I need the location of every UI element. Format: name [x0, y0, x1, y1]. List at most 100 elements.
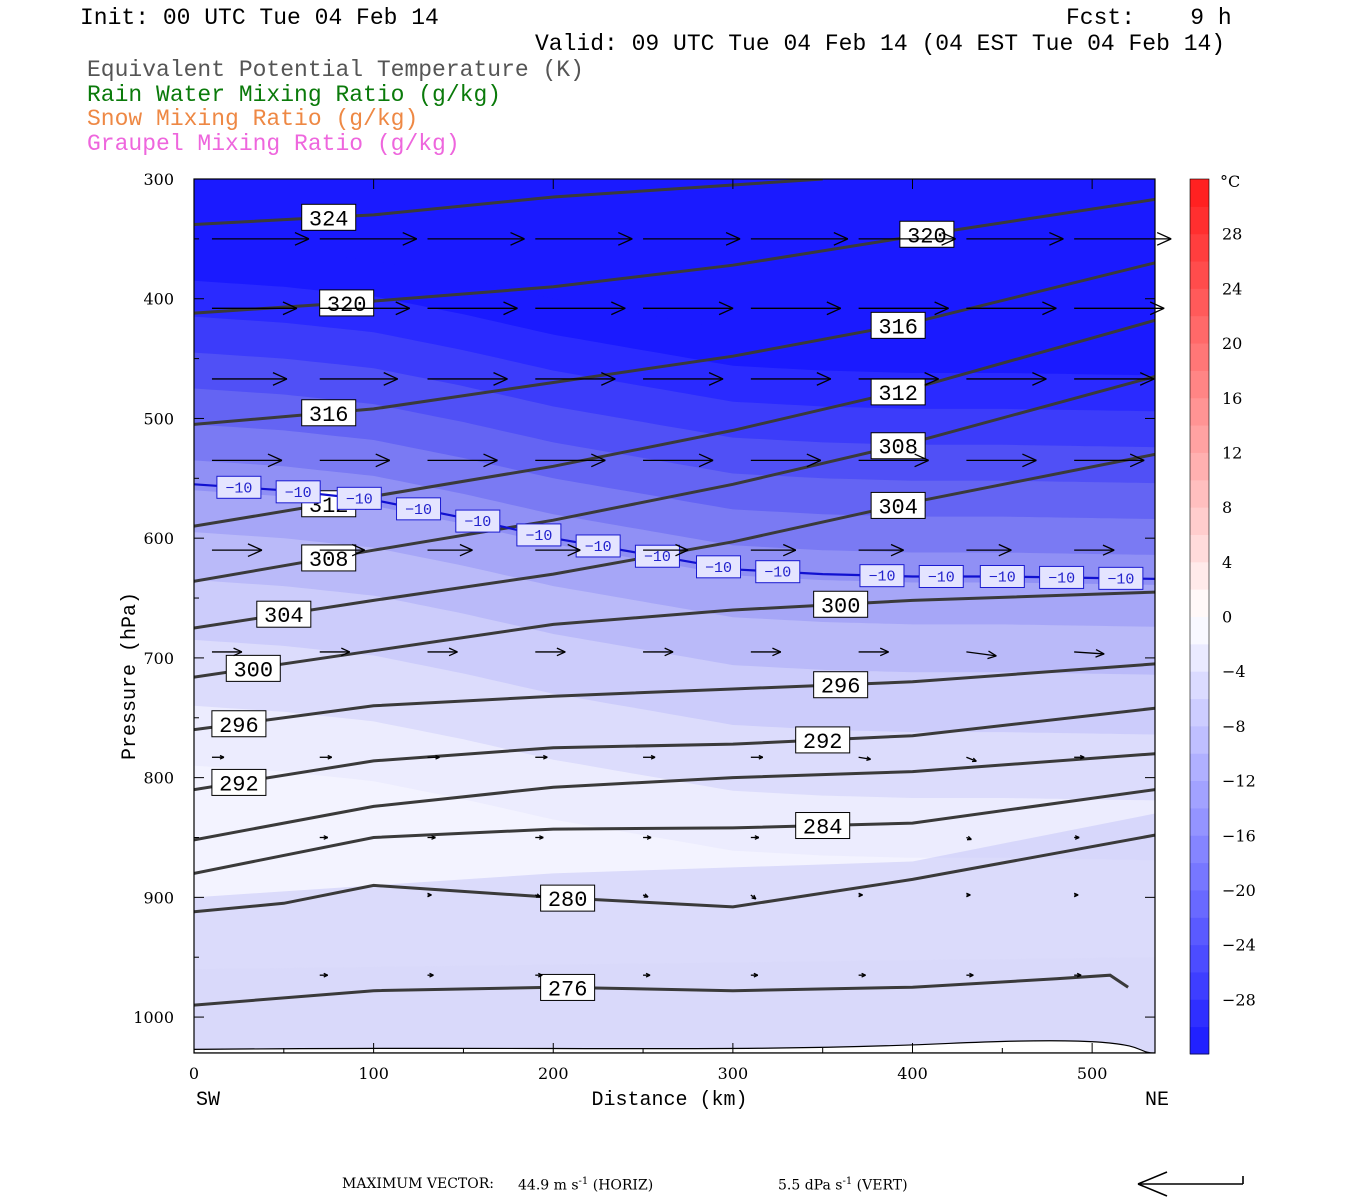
colorbar-band: [1190, 644, 1209, 672]
x-tick-label: 100: [358, 1064, 389, 1083]
isotherm-label: −10: [217, 476, 261, 498]
isotherm-label: −10: [697, 556, 741, 578]
isotherm-label-text: −10: [225, 480, 252, 497]
colorbar-band: [1190, 972, 1209, 1000]
colorbar-tick-label: 24: [1222, 279, 1242, 298]
colorbar-band: [1190, 589, 1209, 617]
theta-e-label-296: 296: [212, 711, 266, 739]
colorbar-band: [1190, 835, 1209, 863]
y-axis-title: Pressure (hPa): [119, 592, 142, 760]
reference-vector-head-bottom: [1138, 1184, 1167, 1196]
theta-e-label-308: 308: [871, 433, 925, 461]
x-tick-label: 400: [897, 1064, 928, 1083]
colorbar-band: [1190, 261, 1209, 289]
right-end-label: NE: [1145, 1089, 1169, 1112]
theta-e-label-text: 300: [233, 658, 273, 683]
colorbar-band: [1190, 726, 1209, 754]
horiz-unit: (HORIZ): [588, 1178, 653, 1194]
colorbar-band: [1190, 863, 1209, 891]
theta-e-label-300: 300: [226, 655, 280, 683]
y-tick-label: 400: [143, 290, 174, 309]
colorbar-tick-label: −24: [1222, 936, 1256, 955]
wind-vector-head: [1157, 233, 1171, 239]
colorbar-band: [1190, 480, 1209, 508]
colorbar-tick-label: 12: [1222, 443, 1242, 462]
theta-e-label-text: 292: [803, 730, 843, 755]
colorbar-tick-label: 28: [1222, 225, 1242, 244]
reference-vector-head-top: [1138, 1172, 1167, 1184]
theta-e-label-300: 300: [814, 591, 868, 619]
colorbar-band: [1190, 370, 1209, 398]
theta-e-label-304: 304: [257, 601, 311, 629]
colorbar-band: [1190, 753, 1209, 781]
colorbar-band: [1190, 534, 1209, 562]
theta-e-label-text: 276: [548, 977, 588, 1002]
theta-e-label-312: 312: [871, 379, 925, 407]
max-vector-label: MAXIMUM VECTOR:: [342, 1176, 494, 1192]
colorbar-band: [1190, 206, 1209, 234]
colorbar-band: [1190, 562, 1209, 590]
isotherm-label-text: −10: [928, 569, 955, 586]
y-tick-label: 900: [143, 888, 174, 907]
colorbar-band: [1190, 507, 1209, 535]
colorbar-tick-label: −28: [1222, 990, 1256, 1009]
isotherm-label: −10: [980, 565, 1024, 587]
theta-e-label-320: 320: [900, 221, 954, 249]
vert-exp: -1: [842, 1176, 852, 1187]
isotherm-label: −10: [517, 524, 561, 546]
colorbar-band: [1190, 425, 1209, 453]
colorbar-band: [1190, 945, 1209, 973]
horiz-exp: -1: [579, 1176, 589, 1187]
x-axis-title: Distance (km): [591, 1089, 747, 1112]
isotherm-label-text: −10: [705, 560, 732, 577]
colorbar-band: [1190, 808, 1209, 836]
isotherm-label-text: −10: [764, 565, 791, 582]
colorbar-tick-label: 4: [1222, 553, 1232, 572]
colorbar-band: [1190, 671, 1209, 699]
theta-e-label-text: 324: [309, 207, 349, 232]
y-tick-label: 1000: [133, 1008, 174, 1027]
theta-e-label-text: 300: [821, 594, 861, 619]
y-tick-label: 700: [143, 649, 174, 668]
theta-e-label-text: 296: [219, 714, 259, 739]
isotherm-label: −10: [1099, 567, 1143, 589]
theta-e-label-text: 308: [878, 436, 918, 461]
isotherm-label: −10: [397, 498, 441, 520]
colorbar-band: [1190, 316, 1209, 344]
isotherm-label-text: −10: [585, 539, 612, 556]
colorbar-tick-label: 8: [1222, 498, 1232, 517]
colorbar-unit: °C: [1220, 172, 1240, 191]
isotherm-label-text: −10: [525, 528, 552, 545]
max-horiz-vector: 44.9 m s-1 (HORIZ): [518, 1176, 653, 1194]
isotherm-label: −10: [276, 481, 320, 503]
colorbar-band: [1190, 890, 1209, 918]
wind-vector-head: [1157, 239, 1171, 245]
theta-e-label-316: 316: [302, 400, 356, 428]
reference-vector-arrow: [1135, 1168, 1250, 1202]
theta-e-label-308: 308: [302, 545, 356, 573]
theta-e-label-text: 312: [878, 382, 918, 407]
isotherm-label: −10: [860, 565, 904, 587]
colorbar-band: [1190, 699, 1209, 727]
theta-e-label-280: 280: [541, 885, 595, 913]
theta-e-label-276: 276: [541, 974, 595, 1002]
colorbar-band: [1190, 917, 1209, 945]
colorbar-band: [1190, 343, 1209, 371]
isotherm-label: −10: [1040, 566, 1084, 588]
isotherm-label-text: −10: [285, 485, 312, 502]
theta-e-label-text: 284: [803, 816, 843, 841]
x-tick-label: 300: [718, 1064, 749, 1083]
theta-e-label-324: 324: [302, 204, 356, 232]
colorbar-tick-label: 20: [1222, 334, 1242, 353]
isotherm-label: −10: [576, 535, 620, 557]
colorbar-tick-label: −8: [1222, 717, 1246, 736]
colorbar-band: [1190, 288, 1209, 316]
isotherm-label: −10: [919, 565, 963, 587]
colorbar-tick-label: 16: [1222, 389, 1242, 408]
colorbar-band: [1190, 999, 1209, 1027]
colorbar-tick-label: −20: [1222, 881, 1256, 900]
theta-e-label-316: 316: [871, 312, 925, 340]
isotherm-label-text: −10: [868, 569, 895, 586]
